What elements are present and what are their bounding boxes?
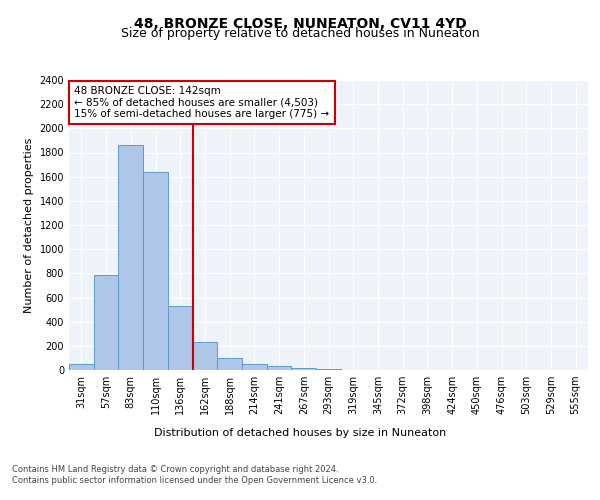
Bar (94, 274, 118, 370)
Bar (143, 172, 168, 370)
Text: Distribution of detached houses by size in Nuneaton: Distribution of detached houses by size … (154, 428, 446, 438)
Bar (69, 364, 94, 370)
Text: Contains HM Land Registry data © Crown copyright and database right 2024.: Contains HM Land Registry data © Crown c… (12, 465, 338, 474)
Text: Contains public sector information licensed under the Open Government Licence v3: Contains public sector information licen… (12, 476, 377, 485)
Bar (292, 368, 316, 370)
Bar (118, 145, 143, 370)
Text: 48 BRONZE CLOSE: 142sqm
← 85% of detached houses are smaller (4,503)
15% of semi: 48 BRONZE CLOSE: 142sqm ← 85% of detache… (74, 86, 329, 119)
Bar (242, 364, 267, 370)
Bar (193, 342, 217, 370)
Y-axis label: Number of detached properties: Number of detached properties (24, 138, 34, 312)
Bar (168, 306, 193, 370)
Text: 48, BRONZE CLOSE, NUNEATON, CV11 4YD: 48, BRONZE CLOSE, NUNEATON, CV11 4YD (134, 18, 466, 32)
Bar (267, 366, 292, 370)
Bar (217, 358, 242, 370)
Text: Size of property relative to detached houses in Nuneaton: Size of property relative to detached ho… (121, 28, 479, 40)
